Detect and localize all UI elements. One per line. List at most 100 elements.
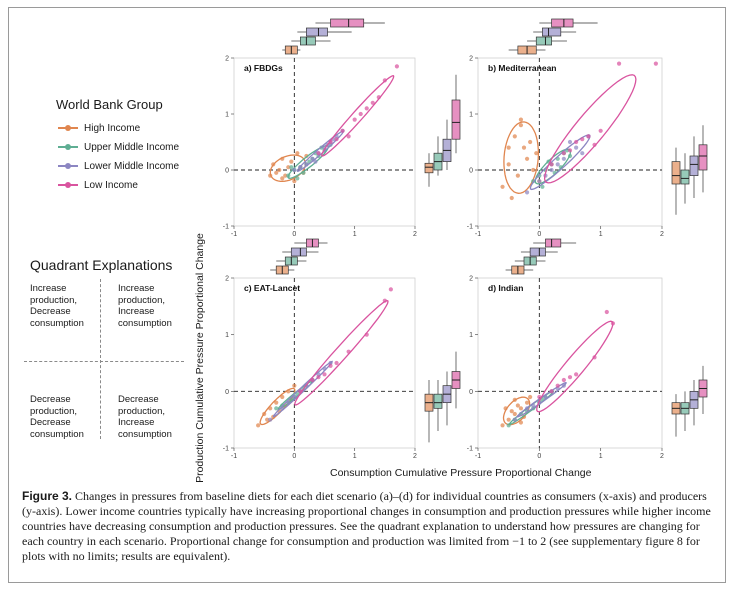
data-point [555,162,560,167]
boxplot-box [290,247,307,257]
data-point [616,61,622,66]
y-tick-label: 2 [469,56,473,63]
caption-text: Changes in pressures from baseline diets… [22,489,711,563]
data-point [586,134,591,139]
data-point [512,134,517,139]
data-point [292,383,297,388]
legend-item-upper-middle-income: Upper Middle Income [58,140,179,154]
data-point [524,400,530,405]
legend-item-high-income: High Income [58,121,140,135]
boxplot-box [330,18,365,28]
x-tick-label: 1 [353,453,357,460]
data-point [567,139,573,145]
data-point [518,406,524,411]
data-point [574,139,579,145]
y-tick-label: 2 [469,276,473,283]
legend-label: Low Income [84,179,138,191]
data-point [328,139,333,145]
y-tick-label: 0 [225,389,229,396]
data-point [289,159,294,164]
boxplot-box [535,36,552,46]
ellipse-upper-middle-income [287,145,329,179]
ellipse-low-income [543,74,637,184]
legend-item-lower-middle-income: Lower Middle Income [58,159,179,173]
y-tick-label: -1 [467,446,473,453]
data-point [524,406,530,411]
data-point [277,167,282,173]
data-point [268,417,273,422]
data-point [316,375,321,380]
data-point [524,156,530,161]
ellipse-high-income [503,121,540,194]
boxplot-box [529,247,546,257]
legend-swatch-lower-middle-income [58,159,78,173]
panel-2: -1 0 1 2 -1 0 1 2 b) Mediterranean [467,18,708,238]
x-tick-label: -1 [475,231,481,238]
x-tick-label: 2 [660,231,664,238]
boxplot-box [689,155,699,176]
quadrant-bottom-right: Decrease production, Increase consumptio… [118,394,172,440]
y-axis-label: Production Cumulative Pressure Proportio… [194,233,206,483]
data-point [292,167,297,173]
data-point [322,372,327,377]
data-point [534,151,539,156]
data-point [334,137,339,142]
data-point [271,162,276,167]
boxplot-box [671,161,681,185]
data-point [549,162,554,167]
boxplot-box [551,18,574,28]
legend-title: World Bank Group [56,97,163,112]
data-point [292,394,297,400]
data-point [295,176,300,181]
data-point [382,298,387,303]
data-point [328,363,333,368]
data-point [540,184,545,189]
y-tick-label: 2 [225,56,229,63]
data-point [580,137,585,142]
data-point [518,420,524,425]
legend-swatch-upper-middle-income [58,140,78,154]
data-point [298,165,303,170]
data-point [531,167,536,173]
boxplot-box [424,162,434,174]
y-tick-label: -1 [467,224,473,231]
data-point [506,162,511,167]
data-point [524,190,530,195]
data-point [598,128,603,133]
y-tick-label: 2 [225,276,229,283]
quadrant-divider-vertical [100,279,101,439]
data-point [567,375,573,380]
data-point [561,156,566,161]
panel-title: c) EAT-Lancet [244,283,300,293]
boxplot-box [451,99,461,140]
data-point [358,111,363,117]
x-tick-label: -1 [231,231,237,238]
data-point [316,151,321,156]
data-point [549,167,554,173]
quadrant-divider-horizontal [24,361,184,362]
data-point [592,355,597,360]
data-point [286,400,291,405]
data-point [506,417,511,422]
data-point [292,179,297,184]
legend-swatch-high-income [58,121,78,135]
data-point [301,170,306,175]
ellipse-low-income [294,300,389,406]
data-point [280,394,285,400]
y-tick-label: 0 [225,168,229,175]
data-point [310,156,315,161]
data-point [280,176,285,181]
boxplot-box [680,169,690,185]
data-point [537,394,542,400]
x-tick-label: 2 [413,453,417,460]
data-point [382,78,387,83]
data-point [610,321,616,326]
data-point [528,139,533,145]
boxplot-box [542,27,562,37]
data-point [574,372,579,377]
data-point [388,287,393,292]
data-point [394,64,399,69]
boxplot-box [306,27,328,37]
data-point [310,377,315,383]
